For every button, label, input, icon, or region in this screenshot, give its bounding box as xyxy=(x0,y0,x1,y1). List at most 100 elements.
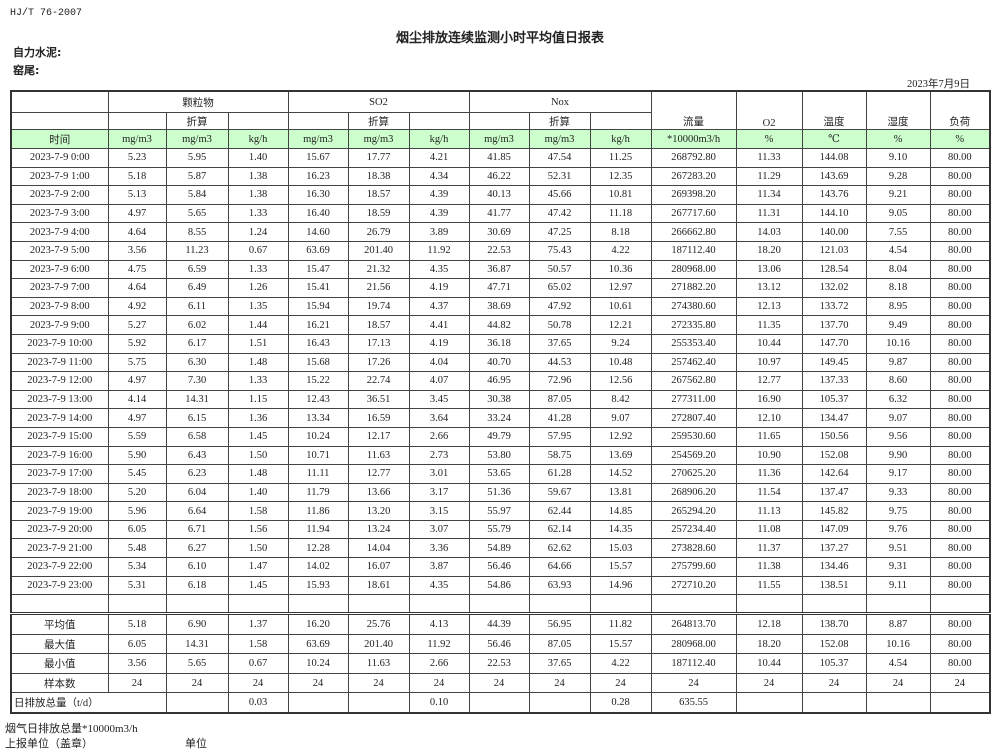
data-cell: 12.43 xyxy=(287,389,349,410)
flue-gas-total-label: 烟气日排放总量*10000m3/h xyxy=(5,723,138,735)
data-cell: 9.31 xyxy=(865,557,931,577)
header-o2: O2 xyxy=(735,90,803,130)
table-row: 2023-7-9 14:00 4.97 6.15 1.36 13.34 16.59 3.64… xyxy=(10,408,991,428)
data-cell: 24 xyxy=(408,672,470,694)
data-cell: 37.65 xyxy=(528,653,591,674)
summary-row: 样本数 24 24 24 24 24 24 24 24 24 24 24 24 24 24 xyxy=(10,672,991,694)
data-cell: 9.90 xyxy=(865,445,931,466)
data-cell: 4.07 xyxy=(408,371,470,391)
unit-header-cell: mg/m3 xyxy=(107,129,167,149)
data-cell: 9.07 xyxy=(589,408,652,428)
data-cell: 15.67 xyxy=(287,148,349,168)
data-cell: 11.29 xyxy=(735,166,803,187)
data-cell: 5.96 xyxy=(107,501,167,521)
data-cell: 14.85 xyxy=(589,501,652,521)
data-cell: 268792.80 xyxy=(650,148,737,168)
data-cell: 80.00 xyxy=(929,240,991,261)
data-cell: 36.87 xyxy=(468,259,530,280)
data-cell: 3.07 xyxy=(408,519,470,540)
row-label: 2023-7-9 9:00 xyxy=(10,315,109,335)
data-cell: 105.37 xyxy=(801,653,867,674)
data-cell: 7.55 xyxy=(865,222,931,242)
unit-header-cell: mg/m3 xyxy=(287,129,349,149)
data-cell: 273828.60 xyxy=(650,538,737,559)
data-cell: 259530.60 xyxy=(650,426,737,447)
data-cell: 50.78 xyxy=(528,315,591,335)
table-row: 2023-7-9 0:00 5.23 5.95 1.40 15.67 17.77 4.21 4… xyxy=(10,148,991,168)
data-cell: 6.49 xyxy=(165,278,229,298)
data-cell: 5.20 xyxy=(107,482,167,503)
row-label: 2023-7-9 0:00 xyxy=(10,148,109,168)
data-cell: 58.75 xyxy=(528,445,591,466)
data-cell: 6.04 xyxy=(165,482,229,503)
data-cell: 24 xyxy=(589,672,652,694)
data-cell: 33.24 xyxy=(468,408,530,428)
data-cell: 149.45 xyxy=(801,352,867,373)
data-cell: 59.67 xyxy=(528,482,591,503)
hourly-report-table: 颗粒物 SO2 Nox 流量 O2 温度 湿度 负荷 折算 折算 折算 时间 mg… xyxy=(10,90,992,714)
data-cell: 16.90 xyxy=(735,389,803,410)
header-empty xyxy=(589,112,652,130)
row-label: 2023-7-9 12:00 xyxy=(10,371,109,391)
data-cell: 6.23 xyxy=(165,464,229,484)
data-cell: 41.28 xyxy=(528,408,591,428)
data-cell: 11.36 xyxy=(735,464,803,484)
data-cell: 10.44 xyxy=(735,333,803,354)
data-cell: 5.27 xyxy=(107,315,167,335)
data-cell: 187112.40 xyxy=(650,653,737,674)
header-empty xyxy=(287,112,349,130)
data-cell: 1.58 xyxy=(227,633,289,655)
data-cell: 46.22 xyxy=(468,166,530,187)
data-cell: 1.26 xyxy=(227,278,289,298)
data-cell: 22.53 xyxy=(468,240,530,261)
data-cell: 57.95 xyxy=(528,426,591,447)
data-cell: 6.17 xyxy=(165,333,229,354)
data-cell: 18.38 xyxy=(347,166,410,187)
data-cell: 128.54 xyxy=(801,259,867,280)
data-cell: 264813.70 xyxy=(650,613,737,635)
data-cell: 4.22 xyxy=(589,240,652,261)
header-so2: SO2 xyxy=(287,90,470,113)
data-cell: 80.00 xyxy=(929,575,991,596)
data-cell: 44.82 xyxy=(468,315,530,335)
data-cell: 6.02 xyxy=(165,315,229,335)
data-cell: 6.58 xyxy=(165,426,229,447)
data-cell: 24 xyxy=(347,672,410,694)
data-cell: 15.93 xyxy=(287,575,349,596)
header-row-converted: 折算 折算 折算 xyxy=(10,112,990,130)
header-converted: 折算 xyxy=(528,112,591,130)
data-cell: 4.35 xyxy=(408,575,470,596)
empty-cell xyxy=(735,692,803,714)
row-label: 样本数 xyxy=(10,672,109,694)
data-cell: 132.02 xyxy=(801,278,867,298)
empty-cell xyxy=(865,692,931,714)
data-cell: 8.18 xyxy=(865,278,931,298)
row-label: 2023-7-9 8:00 xyxy=(10,296,109,317)
data-cell: 6.43 xyxy=(165,445,229,466)
data-cell: 11.86 xyxy=(287,501,349,521)
data-cell xyxy=(347,594,410,616)
data-cell: 40.70 xyxy=(468,352,530,373)
data-cell: 11.92 xyxy=(408,633,470,655)
data-cell: 80.00 xyxy=(929,166,991,187)
data-cell: 18.59 xyxy=(347,203,410,224)
data-cell: 51.36 xyxy=(468,482,530,503)
data-cell: 10.16 xyxy=(865,633,931,655)
data-cell: 0.67 xyxy=(227,653,289,674)
data-cell: 63.69 xyxy=(287,633,349,655)
data-cell: 16.21 xyxy=(287,315,349,335)
data-cell: 12.35 xyxy=(589,166,652,187)
data-cell: 6.11 xyxy=(165,296,229,317)
data-cell: 5.75 xyxy=(107,352,167,373)
data-cell: 11.34 xyxy=(735,185,803,205)
data-cell: 53.80 xyxy=(468,445,530,466)
data-cell: 9.28 xyxy=(865,166,931,187)
data-cell: 277311.00 xyxy=(650,389,737,410)
data-cell: 8.55 xyxy=(165,222,229,242)
data-cell: 6.30 xyxy=(165,352,229,373)
data-cell: 6.32 xyxy=(865,389,931,410)
data-cell: 19.74 xyxy=(347,296,410,317)
data-cell: 6.05 xyxy=(107,519,167,540)
row-label: 2023-7-9 3:00 xyxy=(10,203,109,224)
data-cell: 4.19 xyxy=(408,333,470,354)
